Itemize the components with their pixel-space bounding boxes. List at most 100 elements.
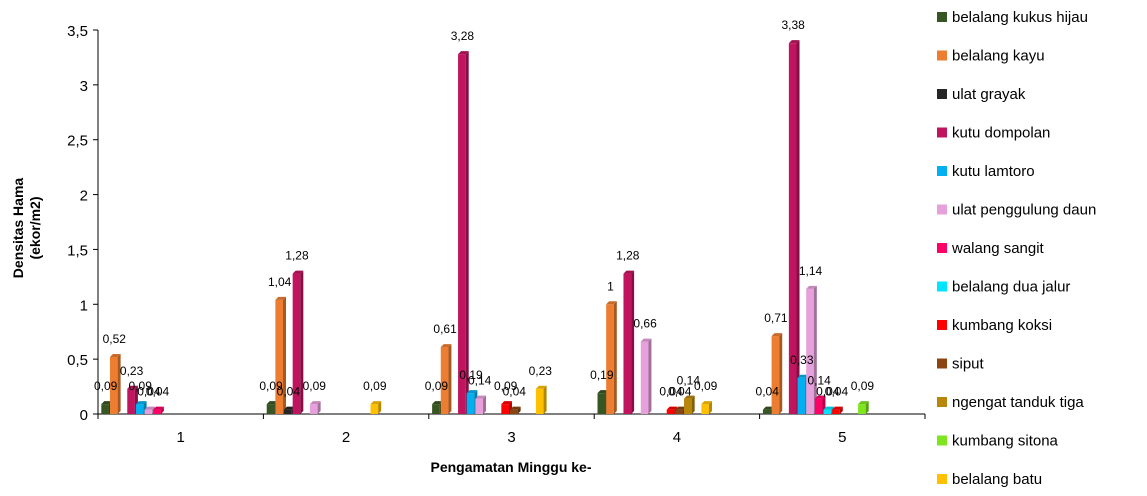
bar-top	[788, 40, 800, 44]
y-tick-label: 3,5	[67, 23, 88, 40]
x-tick-label: 4	[673, 429, 681, 446]
bar-top	[127, 385, 138, 389]
bar-face	[806, 288, 814, 414]
bar-side	[517, 406, 521, 414]
data-label: 0,09	[129, 379, 153, 393]
legend-swatch	[937, 474, 947, 484]
bar-top	[701, 401, 712, 405]
legend-item: kutu dompolan	[937, 125, 1050, 142]
legend-item: ngengat tanduk tiga	[937, 394, 1084, 411]
bar-belalang-kayu	[109, 353, 121, 414]
bar-face	[466, 393, 475, 414]
data-label: 0,09	[425, 379, 449, 393]
bar-kumbang-sitona	[858, 401, 869, 414]
bar-top	[284, 406, 295, 410]
legend-label: belalang kayu	[952, 48, 1045, 65]
legend-item: walang sangit	[937, 240, 1045, 257]
bar-face	[535, 388, 544, 414]
bar-top	[292, 270, 304, 274]
bar-face	[292, 273, 301, 414]
x-tick-label: 2	[342, 429, 350, 446]
bar-top	[501, 401, 512, 405]
data-label: 0,19	[459, 368, 483, 382]
bar-belalang-kayu	[440, 344, 452, 414]
y-axis-title-line-2: (ekor/m2)	[27, 196, 43, 259]
y-tick-label: 1	[80, 297, 88, 314]
data-label: 1,28	[616, 249, 640, 263]
bar-top	[109, 353, 121, 357]
data-label: 1,04	[268, 275, 292, 289]
legend-item: ulat grayak	[937, 86, 1026, 103]
bar-face	[684, 398, 692, 414]
data-label: 0,09	[94, 379, 118, 393]
bar-top	[806, 285, 817, 289]
bar-face	[762, 409, 771, 414]
legend-item: belalang kukus hijau	[937, 9, 1088, 26]
bar-face	[788, 43, 797, 415]
data-label: 1	[607, 279, 614, 293]
legend-swatch	[937, 435, 947, 446]
bar-belalang-kayu	[771, 333, 783, 414]
bar-face	[275, 299, 284, 414]
x-tick-label: 1	[177, 429, 185, 446]
bar-face	[675, 409, 684, 414]
bar-top	[475, 395, 487, 399]
bar-face	[135, 404, 144, 414]
legend-swatch	[937, 127, 947, 138]
legend-label: belalang batu	[952, 471, 1042, 488]
bar-ulat-penggulung-daun	[475, 395, 487, 414]
bar-top	[432, 401, 443, 405]
bar-side	[317, 401, 321, 414]
data-label: 0,04	[137, 385, 161, 399]
legend-swatch	[937, 204, 947, 215]
bar-face	[606, 304, 614, 414]
bar-top	[606, 301, 617, 305]
legend-swatch	[937, 243, 947, 253]
bar-face	[814, 398, 823, 414]
bar-face	[640, 341, 649, 414]
bar-side	[283, 296, 287, 414]
bar-siput	[509, 406, 521, 414]
data-label: 0,04	[825, 385, 849, 399]
bar-side	[865, 401, 869, 414]
bar-top	[440, 344, 452, 348]
bar-top	[535, 385, 547, 389]
bar-ulat-penggulung-daun	[640, 338, 652, 414]
bar-top	[144, 406, 156, 410]
data-label: 0,71	[764, 311, 788, 325]
bar-face	[797, 377, 806, 414]
legend-label: siput	[952, 356, 985, 373]
bar-face	[858, 404, 866, 414]
bar-side	[117, 353, 121, 414]
data-label: 0,04	[146, 385, 170, 399]
bar-side	[465, 51, 469, 414]
bar-walang-sangit	[153, 406, 164, 414]
bar-belalang-batu	[370, 401, 382, 414]
data-label: 0,61	[433, 322, 457, 336]
bar-top	[832, 406, 843, 410]
bar-face	[509, 409, 518, 414]
bar-top	[597, 390, 609, 394]
legend-label: walang sangit	[951, 240, 1045, 257]
legend-swatch	[937, 358, 947, 369]
bar-face	[701, 404, 709, 414]
bar-face	[127, 388, 135, 414]
legend-label: kumbang sitona	[952, 433, 1059, 450]
data-label: 0,04	[503, 385, 527, 399]
bar-kutu-dompolan	[292, 270, 304, 414]
data-label: 0,14	[677, 374, 701, 388]
bar-face	[370, 404, 379, 414]
bar-kutu-dompolan	[458, 51, 469, 414]
legend-swatch	[937, 12, 947, 22]
bar-side	[631, 270, 635, 414]
data-label: 1,14	[799, 264, 823, 278]
bar-face	[440, 347, 449, 414]
legend-swatch	[937, 166, 947, 176]
data-label: 0,23	[120, 364, 144, 378]
bar-top	[135, 401, 147, 405]
legend-item: belalang batu	[937, 471, 1042, 488]
data-label: 0,14	[468, 374, 492, 388]
legend-label: kumbang koksi	[952, 317, 1052, 334]
bar-face	[475, 398, 484, 414]
legend-label: ulat penggulung daun	[952, 202, 1096, 219]
